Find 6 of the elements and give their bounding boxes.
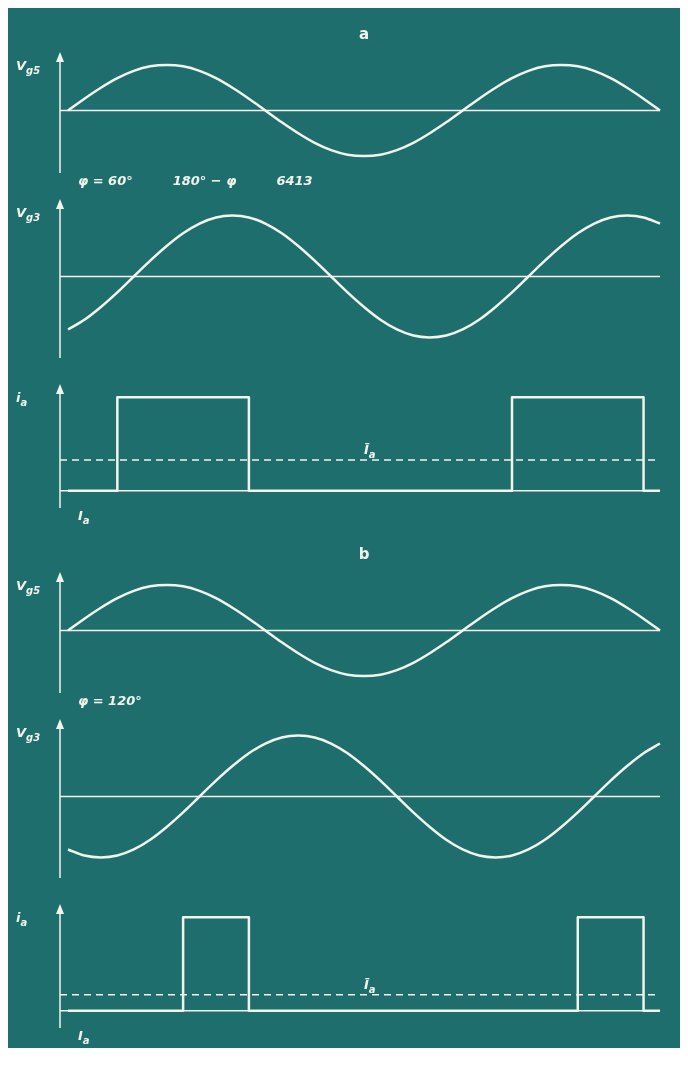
text: φ = 60° [78, 173, 133, 188]
text: φ = 120° [78, 693, 142, 708]
text: 6413 [276, 173, 313, 188]
chart-title: a [358, 24, 370, 43]
text: 180° − φ [172, 173, 237, 188]
chart-title: b [358, 544, 370, 563]
